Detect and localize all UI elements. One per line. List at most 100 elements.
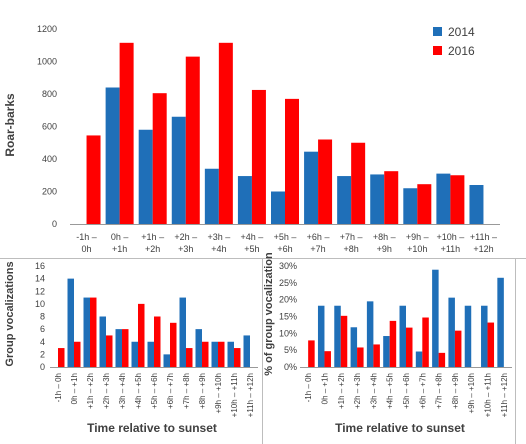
bar-2014-5 — [131, 341, 138, 367]
x-tick-label: +11h – +12h — [246, 373, 255, 417]
bar-2014-6 — [271, 191, 285, 224]
bar-2016-7 — [318, 139, 333, 224]
x-tick-label-line1: +10h – — [436, 232, 464, 242]
bar-2014-9 — [448, 297, 455, 367]
x-tick-label: +9h – +10h — [214, 373, 223, 413]
x-axis-label: Time relative to sunset — [335, 421, 465, 435]
bar-2016-6 — [285, 98, 299, 224]
y-tick-label: 20% — [279, 295, 297, 305]
bar-2016-0 — [308, 340, 315, 367]
bar-2014-11 — [227, 341, 234, 367]
bar-2014-2 — [83, 297, 90, 367]
bar-2016-11 — [234, 348, 241, 367]
bar-2014-3 — [171, 116, 186, 224]
x-tick-label: +10h – +11h — [230, 373, 239, 417]
bar-2016-7 — [170, 322, 177, 367]
bar-2014-7 — [415, 351, 423, 367]
x-tick-label: +8h – +9h — [198, 373, 207, 409]
bar-2016-7 — [422, 317, 429, 367]
y-tick-label: 2 — [40, 349, 45, 359]
legend-swatch-2014 — [433, 27, 442, 36]
bar-2016-2 — [340, 315, 348, 367]
x-tick-label-line1: +1h – — [141, 232, 164, 242]
bar-2014-10 — [464, 305, 472, 367]
x-tick-label-line2: +11h — [441, 244, 461, 254]
chart-group-vocalizations: 0 2 4 6 8 10 12 14 16 -1h – 0h 0h – +1h +1h – +2h +2… — [4, 261, 258, 435]
y-tick-label: 12 — [35, 286, 45, 296]
bar-2014-1 — [67, 278, 74, 367]
bar-2014-3 — [350, 327, 358, 367]
x-tick-label-line2: +6h — [277, 244, 292, 254]
x-tick-label-line1: +9h – — [406, 232, 429, 242]
bar-2014-6 — [399, 305, 406, 367]
bar-2016-10 — [417, 184, 432, 224]
bar-2016-8 — [351, 142, 366, 224]
bar-2016-6 — [154, 316, 161, 367]
y-tick-label: 1000 — [37, 57, 57, 67]
chart-percent-group-vocalization: 0% 5% 10% 15% 20% 25% 30% -1h – 0h 0h – +1h +1h –… — [263, 252, 512, 435]
y-axis-label: Group vocalizations — [4, 261, 16, 366]
bar-2016-2 — [152, 93, 167, 224]
legend: 2014 2016 — [433, 25, 475, 58]
bar-2014-3 — [99, 316, 106, 367]
y-tick-label: 8 — [40, 312, 45, 322]
bar-2014-8 — [179, 297, 186, 367]
bar-2014-2 — [138, 129, 153, 224]
bar-2016-11 — [450, 175, 465, 224]
bar-2016-9 — [202, 341, 209, 367]
bar-2016-5 — [251, 89, 266, 224]
x-tick-label: +5h – +6h — [150, 373, 159, 409]
x-tick-label: +10h – +11h — [484, 373, 493, 417]
x-tick-label: +6h – +7h — [418, 373, 427, 409]
x-tick-label-line2: +9h — [377, 244, 392, 254]
y-tick-label: 16 — [35, 261, 45, 271]
x-tick-label-line2: +12h — [473, 244, 493, 254]
bar-2016-1 — [324, 351, 331, 367]
x-tick-label: +7h – +8h — [435, 373, 444, 409]
bar-2016-3 — [106, 335, 113, 367]
x-tick-label-line2: +10h — [407, 244, 427, 254]
y-tick-label: 400 — [42, 154, 57, 164]
y-tick-label: 0 — [52, 219, 57, 229]
bar-2014-10 — [403, 188, 418, 224]
bar-2014-11 — [436, 173, 451, 224]
y-axis-label: Roar-barks — [3, 93, 17, 157]
legend-label-2016: 2016 — [448, 44, 475, 58]
x-tick-label: 0h – +1h — [320, 373, 329, 404]
bar-2016-4 — [122, 329, 129, 367]
x-tick-label: -1h – 0h — [54, 373, 63, 402]
bar-2016-4 — [218, 42, 233, 224]
x-tick-label-line2: +7h — [310, 244, 325, 254]
y-tick-label: 200 — [42, 187, 57, 197]
y-tick-label: 1200 — [37, 24, 57, 34]
x-tick-label: +3h – +4h — [118, 373, 127, 409]
x-tick-label-line2: 0h — [82, 244, 92, 254]
bar-2014-11 — [481, 305, 488, 367]
x-tick-label-line2: +5h — [244, 244, 259, 254]
x-tick-label: +11h – +12h — [500, 373, 509, 417]
x-tick-label: +7h – +8h — [182, 373, 191, 409]
x-tick-label-line2: +1h — [112, 244, 127, 254]
y-tick-label: 15% — [279, 312, 297, 322]
bar-2016-8 — [438, 352, 446, 367]
y-tick-label: 14 — [35, 274, 45, 284]
x-tick-label-line1: +3h – — [207, 232, 230, 242]
x-tick-label: +9h – +10h — [467, 373, 476, 413]
bar-2016-11 — [487, 322, 495, 367]
bar-2016-1 — [74, 341, 81, 367]
x-tick-label-line1: +11h – — [470, 232, 497, 242]
x-tick-label-line1: +2h – — [174, 232, 197, 242]
bar-2014-9 — [195, 329, 202, 367]
y-tick-label: 10% — [279, 328, 297, 338]
y-tick-label: 4 — [40, 337, 45, 347]
bar-2016-9 — [454, 330, 462, 367]
bar-2014-4 — [366, 301, 374, 367]
bar-2014-12 — [497, 277, 504, 367]
y-tick-label: 0 — [40, 362, 45, 372]
x-tick-label-line1: -1h – — [76, 232, 97, 242]
y-tick-label: 600 — [42, 122, 57, 132]
bar-2014-12 — [243, 335, 250, 367]
bar-2014-9 — [370, 174, 385, 224]
x-tick-label: +3h – +4h — [369, 373, 378, 409]
x-tick-label: +4h – +5h — [386, 373, 395, 409]
